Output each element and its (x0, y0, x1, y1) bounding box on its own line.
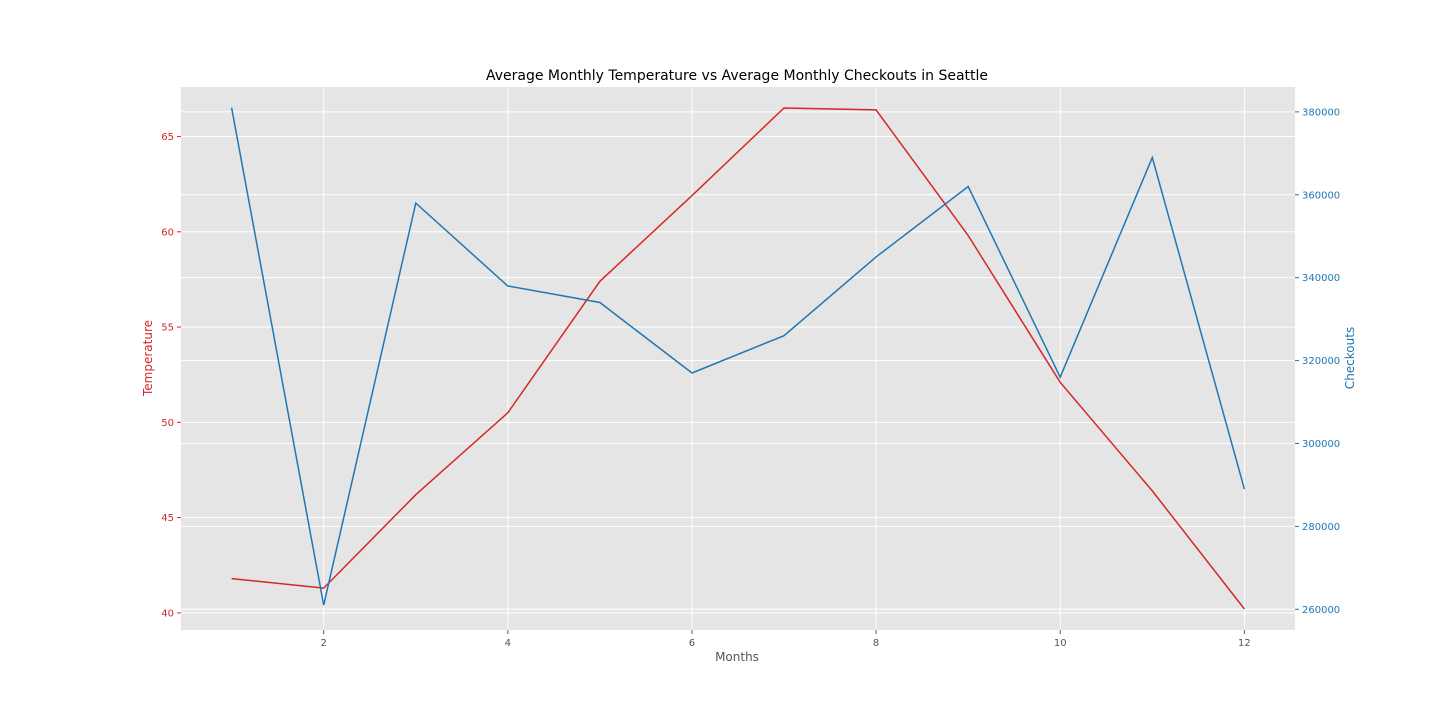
y2-axis-label: Checkouts (1343, 327, 1357, 389)
y-axis-label: Temperature (141, 320, 155, 397)
y-axis-ticks: 40 45 50 55 60 65 (161, 132, 181, 619)
x-tick-label: 4 (505, 638, 511, 649)
y2-tick-label: 280000 (1302, 522, 1340, 533)
x-tick-label: 6 (689, 638, 695, 649)
x-tick-label: 10 (1054, 638, 1067, 649)
y-tick-label: 40 (161, 608, 174, 619)
plot-background (181, 87, 1295, 630)
x-axis-ticks: 2 4 6 8 10 12 (321, 630, 1251, 649)
y-tick-label: 65 (161, 132, 174, 143)
temperature-series-line (231, 107, 1245, 610)
x-tick-label: 2 (321, 638, 327, 649)
y2-tick-label: 300000 (1302, 439, 1340, 450)
y-tick-label: 45 (161, 513, 174, 524)
y-tick-label: 55 (161, 323, 174, 334)
x-axis-label: Months (715, 650, 759, 664)
y2-tick-label: 260000 (1302, 605, 1340, 616)
y-tick-label: 60 (161, 227, 174, 238)
y2-tick-label: 380000 (1302, 107, 1340, 118)
x-tick-label: 8 (873, 638, 879, 649)
chart-title: Average Monthly Temperature vs Average M… (486, 68, 988, 84)
y-tick-label: 50 (161, 418, 174, 429)
gridlines (181, 87, 1295, 630)
x-tick-label: 12 (1238, 638, 1251, 649)
y2-axis-ticks: 260000 280000 300000 320000 340000 360000 3800… (1295, 107, 1340, 616)
series-layer (230, 107, 1246, 610)
y2-tick-label: 320000 (1302, 356, 1340, 367)
checkouts-series-line (230, 107, 1246, 606)
y2-tick-label: 340000 (1302, 273, 1340, 284)
y2-tick-label: 360000 (1302, 190, 1340, 201)
